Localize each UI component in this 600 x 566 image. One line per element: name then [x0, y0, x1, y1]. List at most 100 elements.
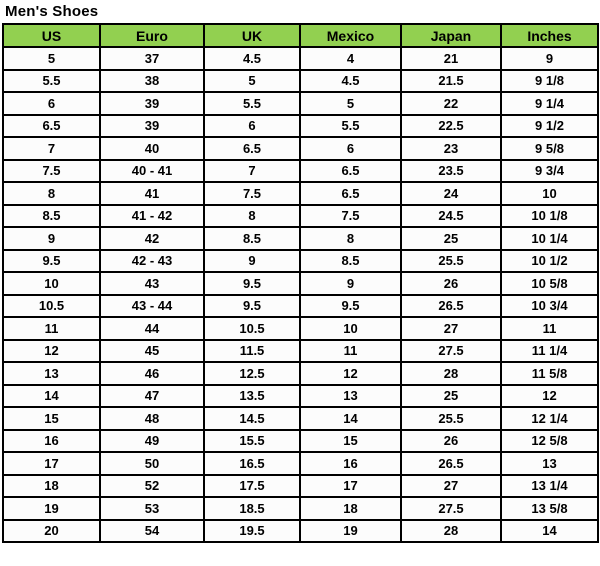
page-title: Men's Shoes — [5, 3, 99, 20]
table-row: 7 40 6.5 6 23 9 5/8 — [2, 136, 599, 161]
table-row: 19 53 18.5 18 27.5 13 5/8 — [2, 496, 599, 521]
cell-inches: 11 1/4 — [500, 338, 599, 363]
cell-uk: 18.5 — [203, 496, 301, 521]
cell-inches: 9 1/2 — [500, 113, 599, 138]
table-row: 8 41 7.5 6.5 24 10 — [2, 181, 599, 206]
cell-japan: 26.5 — [400, 293, 502, 318]
table-row: 6.5 39 6 5.5 22.5 9 1/2 — [2, 113, 599, 138]
cell-mexico: 6.5 — [299, 158, 402, 183]
cell-mexico: 8 — [299, 226, 402, 251]
table-row: 20 54 19.5 19 28 14 — [2, 518, 599, 543]
table-row: 6 39 5.5 5 22 9 1/4 — [2, 91, 599, 116]
cell-mexico: 11 — [299, 338, 402, 363]
cell-uk: 9 — [203, 248, 301, 273]
cell-mexico: 18 — [299, 496, 402, 521]
cell-us: 13 — [2, 361, 101, 386]
cell-us: 9 — [2, 226, 101, 251]
cell-mexico: 17 — [299, 473, 402, 498]
column-header-uk: UK — [203, 23, 301, 48]
cell-uk: 7 — [203, 158, 301, 183]
cell-japan: 27.5 — [400, 338, 502, 363]
cell-us: 5.5 — [2, 68, 101, 93]
cell-euro: 39 — [99, 113, 205, 138]
table-body: 5 37 4.5 4 21 9 5.5 38 5 4.5 21.5 9 1/8 6 39 5.5 5 22 9 1… — [2, 46, 599, 543]
cell-euro: 54 — [99, 518, 205, 543]
cell-japan: 25 — [400, 383, 502, 408]
cell-us: 20 — [2, 518, 101, 543]
column-header-japan: Japan — [400, 23, 502, 48]
cell-euro: 47 — [99, 383, 205, 408]
cell-inches: 11 — [500, 316, 599, 341]
cell-us: 11 — [2, 316, 101, 341]
table-row: 13 46 12.5 12 28 11 5/8 — [2, 361, 599, 386]
cell-euro: 38 — [99, 68, 205, 93]
cell-uk: 6 — [203, 113, 301, 138]
cell-mexico: 12 — [299, 361, 402, 386]
cell-mexico: 14 — [299, 406, 402, 431]
cell-inches: 14 — [500, 518, 599, 543]
cell-us: 15 — [2, 406, 101, 431]
cell-euro: 39 — [99, 91, 205, 116]
cell-uk: 12.5 — [203, 361, 301, 386]
table-row: 11 44 10.5 10 27 11 — [2, 316, 599, 341]
cell-us: 18 — [2, 473, 101, 498]
cell-euro: 40 - 41 — [99, 158, 205, 183]
cell-inches: 10 5/8 — [500, 271, 599, 296]
cell-euro: 40 — [99, 136, 205, 161]
column-header-inches: Inches — [500, 23, 599, 48]
cell-euro: 42 - 43 — [99, 248, 205, 273]
cell-us: 8.5 — [2, 203, 101, 228]
cell-mexico: 13 — [299, 383, 402, 408]
cell-japan: 25.5 — [400, 248, 502, 273]
cell-mexico: 9.5 — [299, 293, 402, 318]
table-row: 12 45 11.5 11 27.5 11 1/4 — [2, 338, 599, 363]
cell-inches: 12 1/4 — [500, 406, 599, 431]
table-head: US Euro UK Mexico Japan Inches — [2, 23, 599, 48]
table-row: 18 52 17.5 17 27 13 1/4 — [2, 473, 599, 498]
cell-inches: 11 5/8 — [500, 361, 599, 386]
cell-uk: 5 — [203, 68, 301, 93]
cell-us: 14 — [2, 383, 101, 408]
cell-us: 6 — [2, 91, 101, 116]
cell-uk: 8 — [203, 203, 301, 228]
cell-us: 10 — [2, 271, 101, 296]
cell-euro: 37 — [99, 46, 205, 71]
column-header-mexico: Mexico — [299, 23, 402, 48]
cell-japan: 22.5 — [400, 113, 502, 138]
cell-euro: 44 — [99, 316, 205, 341]
table-row: 5 37 4.5 4 21 9 — [2, 46, 599, 71]
cell-uk: 13.5 — [203, 383, 301, 408]
cell-uk: 19.5 — [203, 518, 301, 543]
cell-euro: 42 — [99, 226, 205, 251]
cell-mexico: 9 — [299, 271, 402, 296]
cell-inches: 9 — [500, 46, 599, 71]
cell-us: 8 — [2, 181, 101, 206]
cell-euro: 49 — [99, 428, 205, 453]
cell-japan: 27.5 — [400, 496, 502, 521]
cell-us: 10.5 — [2, 293, 101, 318]
cell-us: 17 — [2, 451, 101, 476]
cell-mexico: 4.5 — [299, 68, 402, 93]
cell-inches: 10 3/4 — [500, 293, 599, 318]
table-row: 9.5 42 - 43 9 8.5 25.5 10 1/2 — [2, 248, 599, 273]
cell-uk: 8.5 — [203, 226, 301, 251]
cell-us: 19 — [2, 496, 101, 521]
cell-us: 6.5 — [2, 113, 101, 138]
cell-inches: 12 — [500, 383, 599, 408]
cell-japan: 28 — [400, 361, 502, 386]
cell-mexico: 5.5 — [299, 113, 402, 138]
cell-uk: 5.5 — [203, 91, 301, 116]
cell-japan: 28 — [400, 518, 502, 543]
table-row: 10 43 9.5 9 26 10 5/8 — [2, 271, 599, 296]
cell-japan: 22 — [400, 91, 502, 116]
cell-uk: 7.5 — [203, 181, 301, 206]
table-row: 15 48 14.5 14 25.5 12 1/4 — [2, 406, 599, 431]
cell-mexico: 8.5 — [299, 248, 402, 273]
cell-uk: 15.5 — [203, 428, 301, 453]
cell-inches: 10 — [500, 181, 599, 206]
table-row: 9 42 8.5 8 25 10 1/4 — [2, 226, 599, 251]
cell-inches: 13 — [500, 451, 599, 476]
table-row: 10.5 43 - 44 9.5 9.5 26.5 10 3/4 — [2, 293, 599, 318]
cell-mexico: 6 — [299, 136, 402, 161]
cell-euro: 46 — [99, 361, 205, 386]
